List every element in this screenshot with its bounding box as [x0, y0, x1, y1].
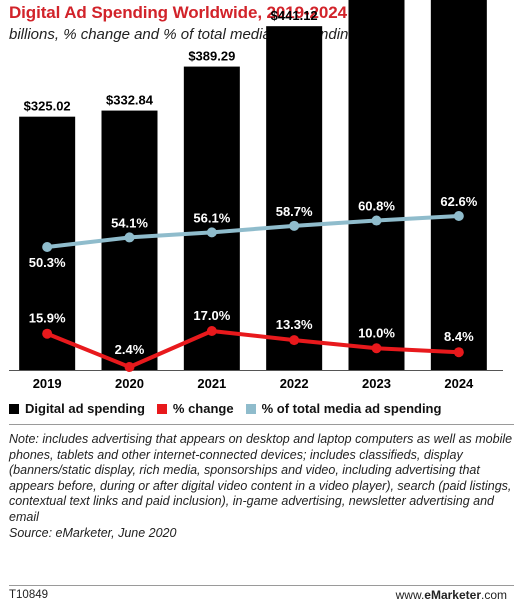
- legend-label: % of total media ad spending: [261, 401, 442, 416]
- bar-digital-ad-spending: [183, 66, 240, 371]
- series-total-media-share-value-label: 58.7%: [276, 204, 313, 219]
- x-tick-label: 2020: [115, 376, 144, 391]
- series-percent-change-point: [371, 343, 382, 354]
- legend-item-percent-change: % change: [156, 401, 234, 416]
- series-percent-change-line: [45, 329, 461, 369]
- legend-label: Digital ad spending: [25, 401, 145, 416]
- chart-title: Digital Ad Spending Worldwide, 2019-2024: [9, 3, 347, 22]
- series-total-media-share-value-label: 56.1%: [193, 210, 230, 225]
- legend-item-percent-total-media: % of total media ad spending: [245, 401, 442, 416]
- x-tick-label: 2024: [444, 376, 474, 391]
- bar-digital-ad-spending: [430, 0, 487, 370]
- note-text: Note: includes advertising that appears …: [9, 432, 513, 524]
- series-total-media-share-point: [124, 232, 135, 243]
- series-total-media-share-value-label: 60.8%: [358, 199, 395, 214]
- chart-note: Note: includes advertising that appears …: [9, 432, 514, 541]
- chart-id: T10849: [9, 589, 49, 601]
- x-tick-label: 2021: [197, 376, 226, 391]
- source-url: www.eMarketer.com: [396, 588, 507, 602]
- series-percent-change-value-label: 17.0%: [193, 308, 230, 323]
- url-suffix: .com: [480, 588, 507, 602]
- source-line: Source: eMarketer, June 2020: [9, 525, 177, 540]
- series-total-media-share-point: [289, 220, 300, 231]
- series-total-media-share-point: [206, 227, 217, 238]
- divider-bottom: [9, 585, 514, 586]
- url-prefix: www.: [395, 588, 425, 602]
- series-percent-change-value-label: 10.0%: [358, 325, 395, 340]
- url-brand: eMarketer: [424, 588, 481, 602]
- series-percent-change-point: [124, 362, 135, 372]
- legend: Digital ad spending % change % of total …: [9, 401, 514, 416]
- divider-top: [9, 424, 514, 425]
- chart-area: $325.02$332.84$389.29$441.12$485.26$526.…: [9, 0, 503, 391]
- legend-label: % change: [172, 401, 234, 416]
- series-percent-change-value-label: 13.3%: [276, 317, 313, 332]
- series-total-media-share-point: [371, 215, 382, 226]
- series-percent-change-point: [289, 335, 300, 346]
- series-percent-change-point: [206, 326, 217, 336]
- x-tick-label: 2023: [362, 376, 391, 391]
- series-total-media-share-point: [453, 211, 464, 221]
- bar-value-label: $332.84: [106, 93, 154, 108]
- series-percent-change-value-label: 8.4%: [444, 329, 474, 344]
- x-tick-label: 2022: [280, 376, 309, 391]
- series-percent-change-value-label: 15.9%: [29, 311, 66, 326]
- legend-swatch-red: [156, 403, 167, 414]
- series-percent-change-value-label: 2.4%: [115, 342, 145, 357]
- bar-value-label: $325.02: [24, 99, 71, 114]
- bar-value-label: $389.29: [188, 49, 235, 64]
- legend-swatch-black: [9, 403, 19, 414]
- series-percent-change-point: [42, 328, 53, 339]
- series-total-media-share-point: [42, 242, 53, 252]
- bar-value-label: $441.12: [271, 8, 318, 23]
- bar-digital-ad-spending: [266, 26, 323, 370]
- series-total-media-share-value-label: 54.1%: [111, 215, 148, 230]
- series-percent-change-point: [453, 347, 464, 358]
- series-total-media-share-value-label: 50.3%: [29, 255, 66, 270]
- x-tick-label: 2019: [33, 376, 62, 391]
- series-total-media-share-value-label: 62.6%: [440, 194, 477, 209]
- legend-item-digital-ad-spending: Digital ad spending: [9, 401, 145, 416]
- legend-swatch-light-blue: [245, 403, 256, 414]
- bar-digital-ad-spending: [348, 0, 405, 370]
- series-total-media-share-line: [45, 214, 461, 249]
